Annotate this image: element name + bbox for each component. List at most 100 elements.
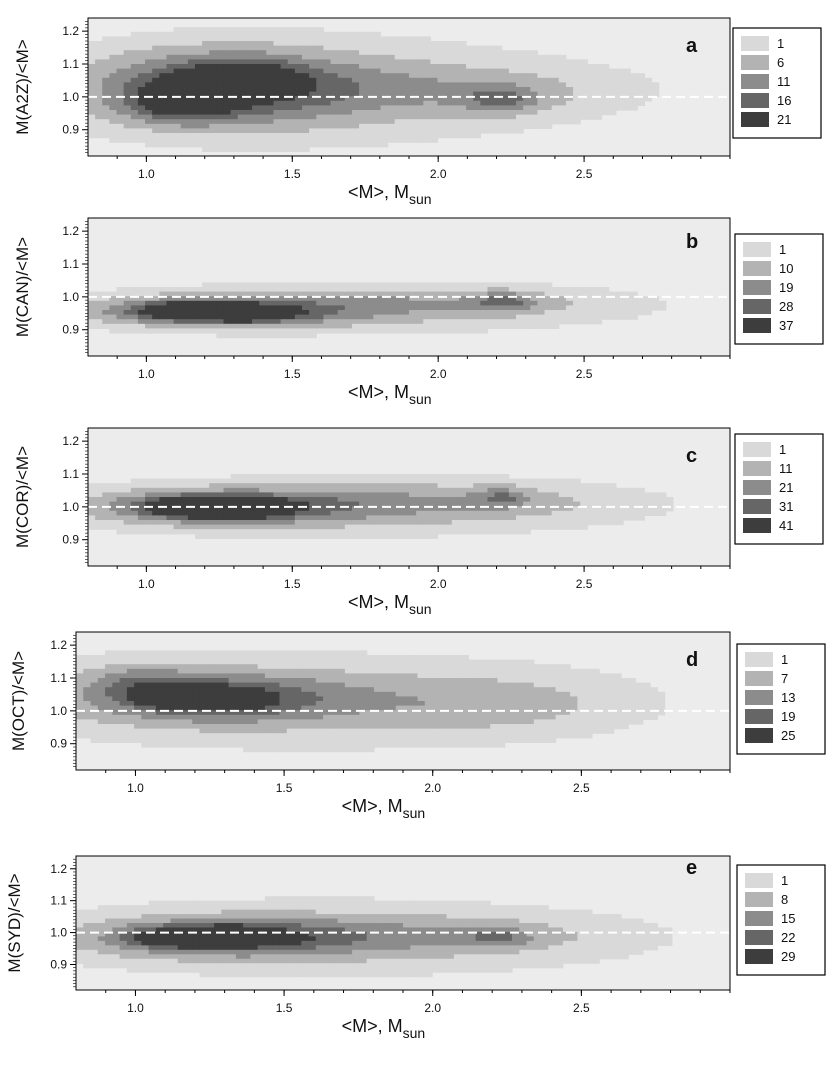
density-cell (273, 119, 282, 125)
density-cell (137, 50, 146, 56)
density-cell (423, 59, 431, 65)
density-cell (366, 664, 375, 670)
density-cell (230, 64, 239, 70)
density-cell (294, 296, 303, 302)
density-cell (195, 314, 203, 320)
density-cell (337, 728, 346, 734)
density-cell (280, 100, 289, 106)
density-cell (237, 123, 246, 129)
density-cell (644, 305, 653, 311)
density-cell (475, 687, 484, 693)
density-cell (252, 64, 260, 70)
density-cell (416, 82, 424, 88)
density-cell (516, 68, 524, 74)
density-cell (280, 105, 289, 111)
density-cell (432, 682, 440, 688)
density-cell (430, 137, 439, 143)
density-cell (243, 678, 251, 684)
density-cell (410, 659, 419, 665)
density-cell (380, 515, 389, 521)
density-cell (451, 520, 460, 526)
density-cell (344, 719, 353, 725)
density-cell (315, 747, 324, 753)
density-cell (530, 323, 538, 329)
density-cell (266, 45, 275, 51)
density-cell (109, 54, 118, 60)
density-cell (451, 474, 460, 480)
density-cell (516, 483, 524, 489)
density-cell (266, 300, 275, 306)
density-cell (159, 110, 168, 116)
density-cell (330, 105, 339, 111)
density-cell (192, 742, 201, 748)
density-cell (294, 737, 302, 743)
density-cell (330, 668, 339, 674)
density-cell (199, 705, 208, 711)
density-cell (516, 300, 524, 306)
density-cell (315, 664, 324, 670)
density-cell (294, 64, 303, 70)
density-cell (501, 487, 510, 493)
density-cell (337, 142, 346, 148)
density-cell (95, 296, 103, 302)
y-tick-label: 1.1 (62, 57, 79, 71)
density-cell (444, 492, 453, 498)
density-cell (395, 668, 404, 674)
density-cell (423, 100, 431, 106)
density-cell (444, 123, 453, 129)
density-cell (272, 678, 281, 684)
density-cell (264, 668, 273, 674)
density-cell (409, 100, 417, 106)
density-cell (458, 510, 467, 516)
density-cell (501, 105, 510, 111)
density-cell (480, 305, 489, 311)
density-cell (230, 31, 239, 37)
density-cell (294, 142, 303, 148)
density-cell (214, 668, 222, 674)
density-cell (494, 119, 503, 125)
density-cell (123, 314, 132, 320)
density-cell (330, 31, 339, 37)
density-cell (223, 91, 232, 97)
density-cell (601, 506, 610, 512)
density-cell (206, 691, 215, 697)
density-cell (202, 27, 210, 33)
density-cell (373, 87, 382, 93)
density-cell (401, 119, 410, 125)
density-cell (252, 520, 260, 526)
density-cell (216, 314, 225, 320)
density-cell (173, 50, 182, 56)
density-cell (105, 650, 113, 656)
density-cell (544, 96, 553, 102)
density-cell (594, 501, 603, 507)
density-cell (308, 714, 317, 720)
density-cell (366, 678, 375, 684)
density-cell (417, 742, 426, 748)
density-cell (508, 123, 517, 129)
density-cell (180, 142, 189, 148)
density-cell (230, 146, 239, 152)
density-cell (177, 659, 186, 665)
density-cell (163, 719, 172, 725)
density-cell (359, 282, 367, 288)
density-cell (423, 319, 431, 325)
density-cell (195, 68, 203, 74)
density-cell (444, 483, 453, 489)
legend-label: 1 (779, 242, 786, 257)
density-cell (409, 73, 417, 79)
density-cell (409, 64, 417, 70)
density-cell (315, 659, 324, 665)
density-cell (273, 36, 282, 42)
density-cell (88, 59, 96, 65)
density-cell (123, 487, 132, 493)
density-cell (130, 291, 139, 297)
density-cell (430, 478, 439, 484)
density-cell (221, 710, 230, 716)
density-cell (330, 96, 339, 102)
density-cell (266, 146, 275, 152)
density-cell (504, 719, 513, 725)
density-cell (173, 87, 182, 93)
density-cell (430, 123, 439, 129)
density-cell (366, 655, 375, 661)
